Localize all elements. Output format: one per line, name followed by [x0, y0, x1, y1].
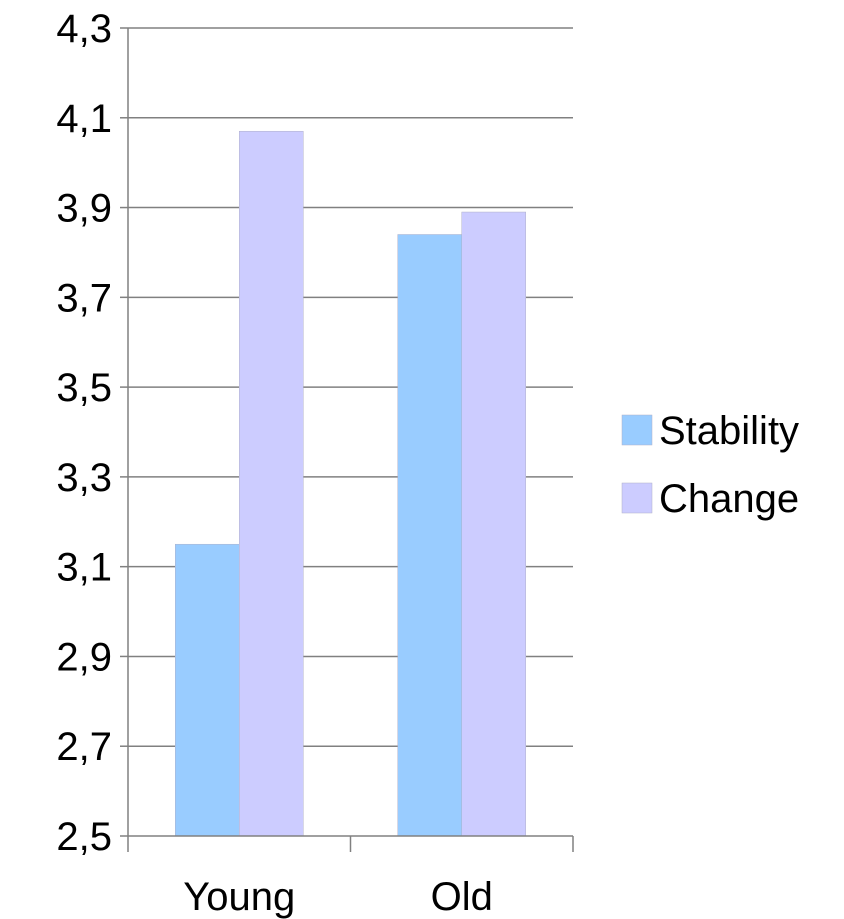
y-tick-label: 2,5	[56, 815, 112, 859]
legend-label: Change	[659, 477, 799, 521]
y-tick-label: 3,7	[56, 276, 112, 320]
legend-swatch	[621, 482, 653, 514]
bar-stability-young	[175, 543, 240, 837]
y-tick-label: 2,9	[56, 635, 112, 679]
tick-labels: 2,5 2,7 2,9 3,1 3,3 3,5 3,7 3,9 4,1 4,3 Young Old	[56, 7, 492, 919]
bar-change-young	[239, 130, 304, 837]
bar-change-old	[461, 211, 526, 837]
y-tick-label: 3,3	[56, 456, 112, 500]
y-tick-label: 3,9	[56, 187, 112, 231]
axes	[120, 27, 574, 852]
x-tick-label: Young	[183, 875, 295, 919]
bar-stability-old	[397, 234, 462, 837]
y-tick-label: 4,3	[56, 7, 112, 51]
y-tick-label: 3,1	[56, 546, 112, 590]
legend-swatch	[621, 414, 653, 446]
bars	[175, 130, 526, 837]
legend-label: Stability	[659, 409, 799, 453]
y-tick-label: 4,1	[56, 97, 112, 141]
legend: Stability Change	[621, 409, 799, 521]
x-tick-label: Old	[431, 875, 493, 919]
y-tick-label: 3,5	[56, 366, 112, 410]
y-tick-label: 2,7	[56, 725, 112, 769]
